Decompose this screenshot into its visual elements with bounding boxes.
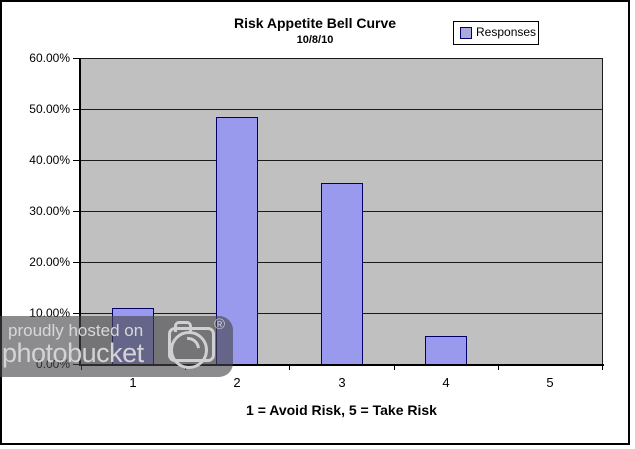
x-axis-category-label: 3 — [338, 375, 346, 390]
bar — [321, 183, 363, 365]
photobucket-watermark: proudly hosted on photobucket ® — [0, 316, 233, 377]
y-axis-tick — [73, 313, 80, 314]
gridline — [81, 58, 602, 59]
gridline — [81, 160, 602, 161]
y-axis-tick-label: 40.00% — [29, 153, 70, 167]
camera-icon — [174, 321, 192, 332]
x-axis-tick — [498, 365, 499, 370]
y-axis-tick — [73, 262, 80, 263]
y-axis-tick — [73, 58, 80, 59]
x-axis-category-label: 2 — [233, 375, 241, 390]
y-axis-line — [79, 58, 81, 366]
bar — [425, 336, 467, 365]
watermark-text-line1: proudly hosted on — [8, 321, 144, 340]
chart-title: Risk Appetite Bell Curve — [233, 15, 397, 31]
plot-right-border — [602, 58, 603, 364]
y-axis-tick — [73, 211, 80, 212]
watermark-text-line2: photobucket — [2, 338, 144, 368]
legend-label: Responses — [476, 25, 537, 39]
registered-trademark-icon: ® — [214, 316, 226, 333]
x-axis-tick — [289, 365, 290, 370]
x-axis-title: 1 = Avoid Risk, 5 = Take Risk — [246, 402, 437, 418]
x-axis-tick — [394, 365, 395, 370]
y-axis-tick-label: 50.00% — [29, 102, 70, 116]
y-axis-tick — [73, 160, 80, 161]
chart-subtitle: 10/8/10 — [296, 34, 334, 46]
x-axis-category-label: 1 — [129, 375, 137, 390]
x-axis-category-label: 4 — [442, 375, 450, 390]
gridline — [81, 109, 602, 110]
x-axis-line — [79, 364, 604, 366]
y-axis-tick-label: 60.00% — [29, 51, 70, 65]
y-axis-tick — [73, 109, 80, 110]
y-axis-tick-label: 20.00% — [29, 255, 70, 269]
legend-swatch-icon — [460, 27, 472, 39]
y-axis-tick-label: 30.00% — [29, 204, 70, 218]
legend: Responses — [453, 21, 539, 45]
x-axis-category-label: 5 — [546, 375, 554, 390]
camera-icon-lens — [170, 331, 208, 369]
x-axis-tick — [602, 365, 603, 370]
